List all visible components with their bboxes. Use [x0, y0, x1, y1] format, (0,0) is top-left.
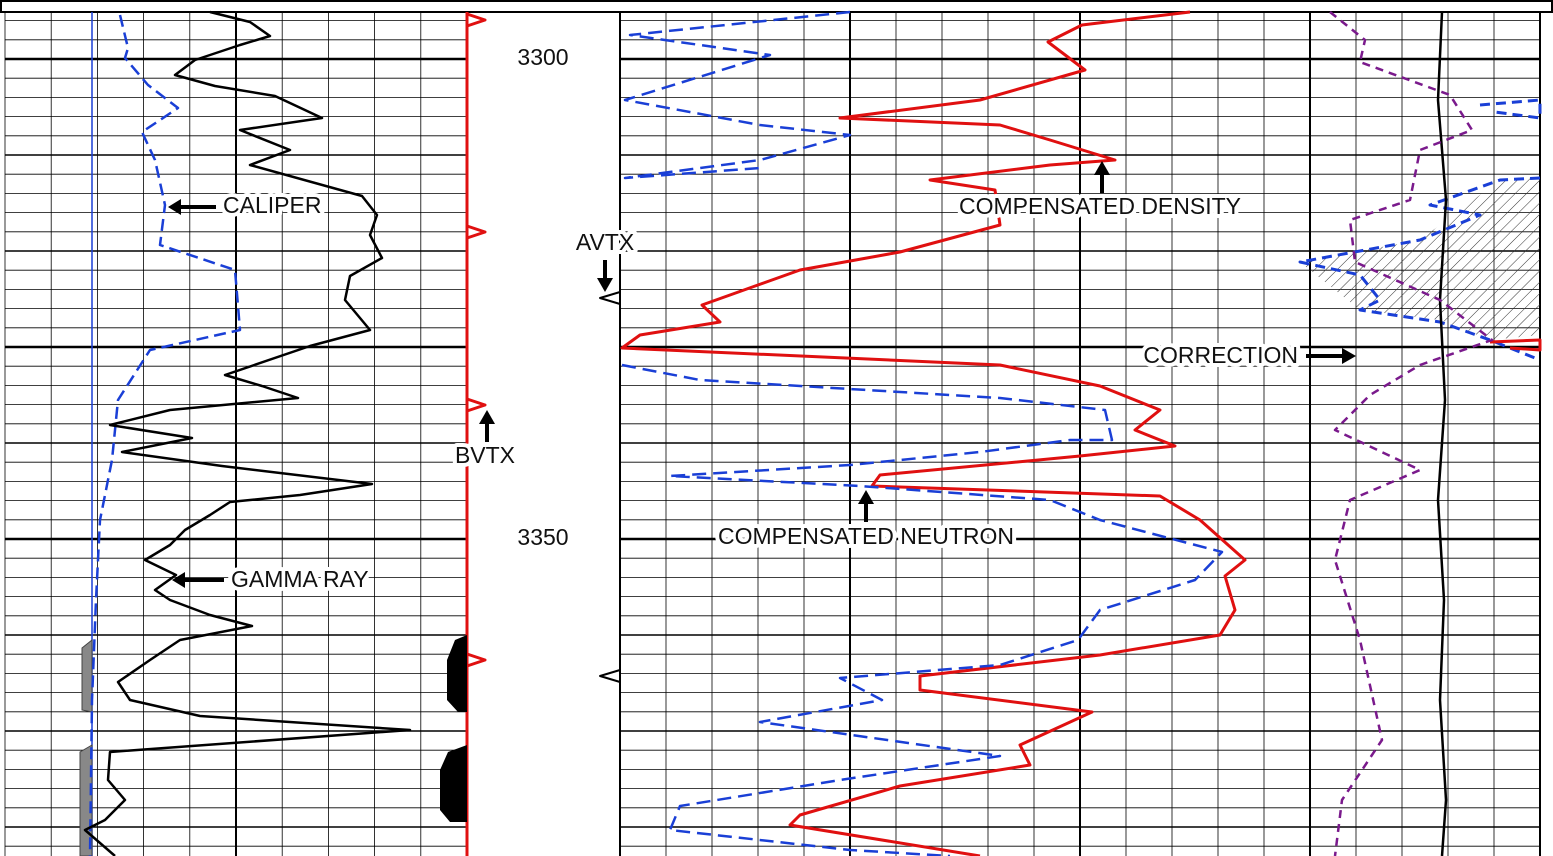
- curve-neutron: [1298, 176, 1541, 362]
- tension-blob: [440, 635, 467, 822]
- curve-density: [620, 10, 1247, 856]
- annotation: GAMMA RAY: [231, 566, 369, 592]
- curves: [79, 10, 1542, 856]
- annotation: COMPENSATED DENSITY: [959, 193, 1241, 219]
- crossover-fill: [1300, 178, 1540, 340]
- curve-caliper: [88, 14, 242, 856]
- bvtx-flag: [466, 12, 487, 28]
- annotation: COMPENSATED NEUTRON: [718, 523, 1014, 549]
- curve-gamma-ray: [83, 10, 412, 856]
- depth-label: 3350: [517, 524, 568, 550]
- grid: [4, 12, 1541, 856]
- depth-label: 3300: [517, 44, 568, 70]
- curve-neutron: [621, 363, 1224, 856]
- bvtx-flag: [466, 397, 487, 413]
- bvtx-flag: [466, 652, 487, 668]
- curve-reference: [1436, 11, 1448, 856]
- annotation: AVTX: [576, 229, 634, 255]
- avtx-tick: [599, 669, 621, 683]
- avtx-tick: [599, 291, 621, 305]
- curve-density: [1489, 338, 1542, 352]
- annotation: CALIPER: [223, 192, 321, 218]
- curve-neutron: [623, 10, 852, 180]
- header-strip: [0, 0, 1553, 13]
- curve-correction: [1329, 11, 1494, 856]
- labels: 3300 3350 CALIPER GAMMA RAY BVTX AVTX CO…: [219, 44, 1302, 596]
- annotation: BVTX: [455, 442, 515, 468]
- bvtx-flag: [466, 224, 487, 240]
- caliper-fill: [79, 638, 93, 856]
- curve-neutron: [1479, 98, 1542, 120]
- arrows: [168, 161, 1356, 588]
- annotation: CORRECTION: [1143, 342, 1298, 368]
